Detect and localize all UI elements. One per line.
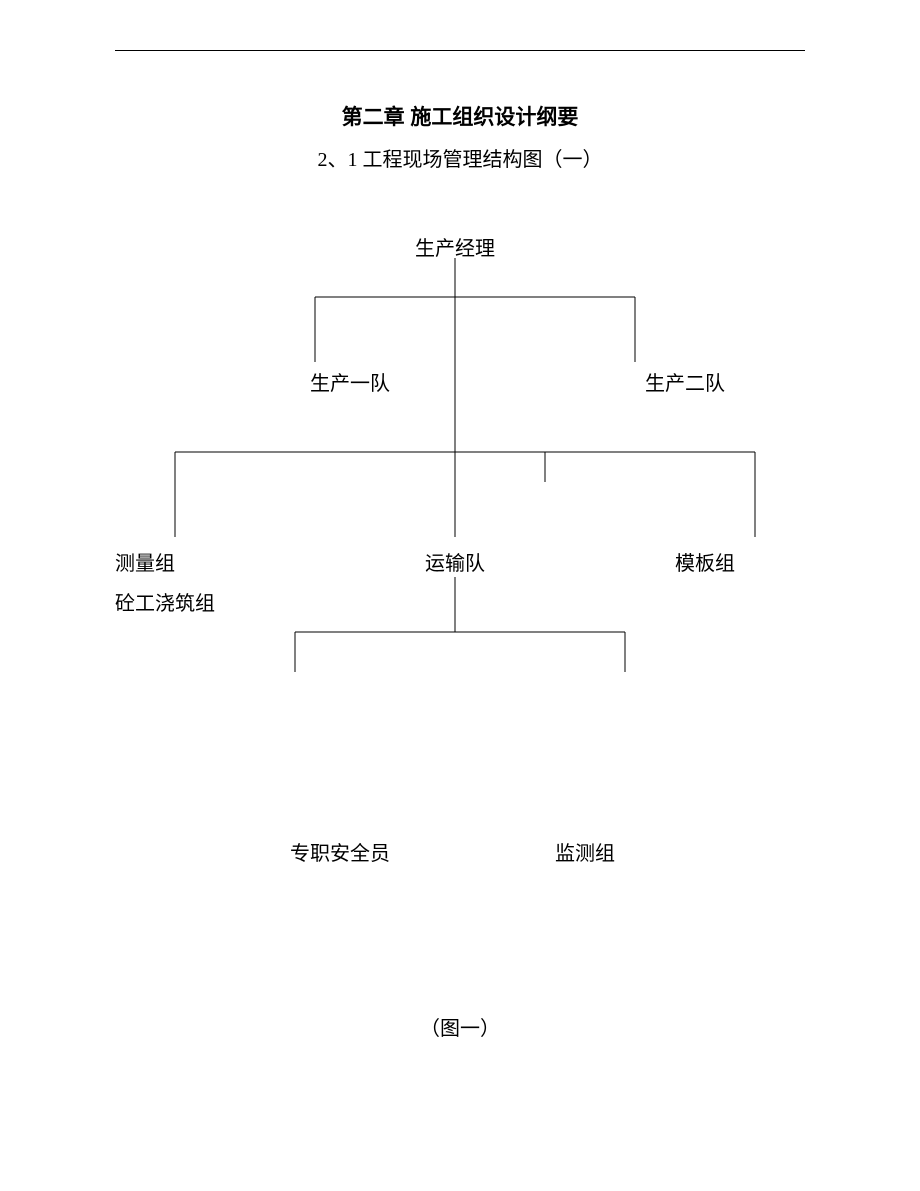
org-node-safety: 专职安全员: [290, 837, 390, 866]
top-rule: [115, 50, 805, 51]
org-node-form: 模板组: [675, 547, 735, 576]
org-chart: （图一） 生产经理生产一队生产二队测量组运输队模板组砼工浇筑组专职安全员监测组: [115, 232, 805, 1032]
org-node-survey: 测量组: [115, 547, 175, 576]
org-node-team2: 生产二队: [645, 367, 725, 396]
org-node-mon: 监测组: [555, 837, 615, 866]
figure-caption: （图一）: [115, 1012, 805, 1041]
document-page: 第二章 施工组织设计纲要 2、1 工程现场管理结构图（一） （图一） 生产经理生…: [0, 0, 920, 1191]
org-node-team1: 生产一队: [310, 367, 390, 396]
chapter-title: 第二章 施工组织设计纲要: [115, 101, 805, 131]
subtitle: 2、1 工程现场管理结构图（一）: [115, 143, 805, 172]
org-node-conc: 砼工浇筑组: [115, 587, 215, 616]
org-node-root: 生产经理: [415, 232, 495, 261]
org-node-trans: 运输队: [425, 547, 485, 576]
org-chart-connectors: [115, 232, 805, 1032]
